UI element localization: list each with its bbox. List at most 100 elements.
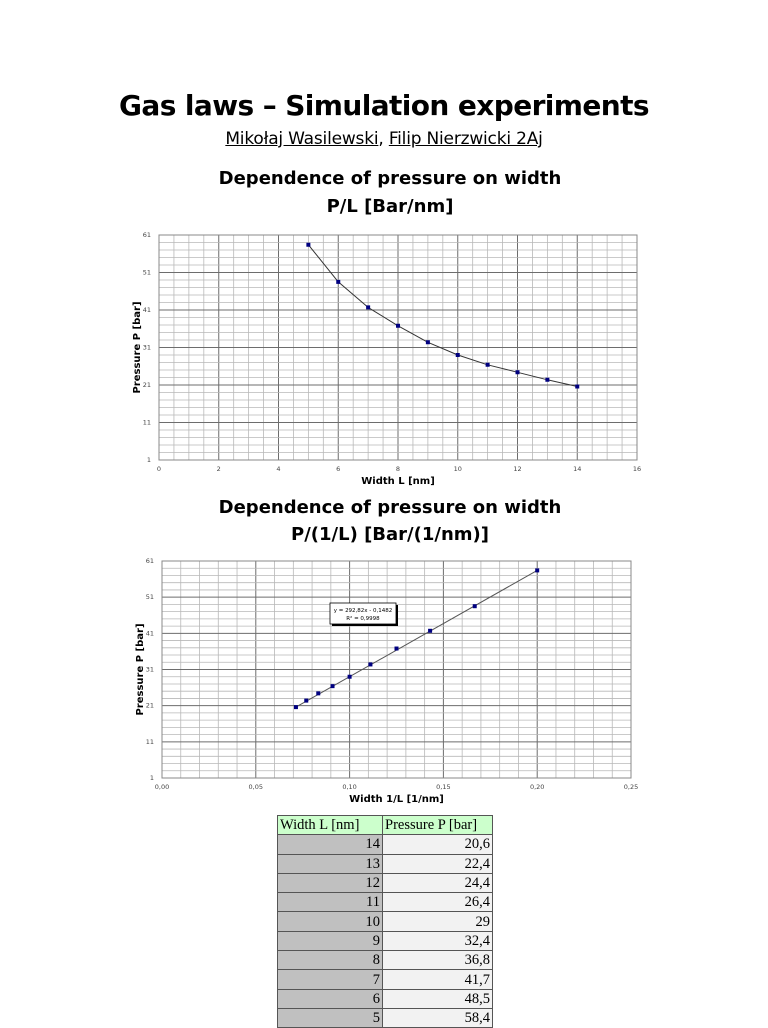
x-tick-label: 12 (513, 465, 521, 473)
table-header-row: Width L [nm] Pressure P [bar] (277, 814, 493, 836)
y-tick-label: 1 (147, 456, 151, 464)
x-tick-label: 8 (396, 465, 400, 473)
document-title: Gas laws – Simulation experiments (119, 89, 650, 122)
table-row: 6 48,5 (277, 988, 493, 1009)
x-tick-label: 0,05 (249, 783, 263, 791)
y-tick-label: 51 (146, 593, 154, 601)
table-row: 10 29 (277, 911, 493, 932)
cell-pressure: 58,4 (382, 1007, 493, 1028)
table-row: 12 24,4 (277, 872, 493, 894)
cell-width: 6 (277, 988, 383, 1009)
y-tick-label: 31 (146, 666, 154, 674)
x-tick-label: 2 (217, 465, 221, 473)
cell-pressure: 26,4 (382, 892, 493, 913)
x-tick-label: 0,10 (342, 783, 356, 791)
data-point (455, 353, 460, 357)
table-row: 9 32,4 (277, 930, 493, 952)
x-tick-label: 16 (633, 465, 641, 473)
cell-width: 14 (277, 834, 383, 855)
cell-width: 9 (277, 930, 383, 952)
cell-pressure: 48,5 (382, 988, 493, 1009)
y-axis-label: Pressure P [bar] (132, 301, 143, 393)
chart1-subtitle: P/L [Bar/nm] (326, 196, 454, 217)
data-point (366, 305, 371, 310)
cell-width: 10 (277, 911, 383, 932)
y-tick-label: 31 (143, 344, 151, 352)
cell-width: 8 (277, 950, 383, 971)
y-tick-label: 1 (150, 774, 154, 782)
y-tick-label: 21 (146, 702, 154, 710)
cell-width: 5 (277, 1007, 383, 1028)
column-header-pressure: Pressure P [bar] (382, 814, 493, 836)
cell-pressure: 29 (382, 911, 493, 932)
x-tick-label: 0,15 (436, 783, 450, 791)
cell-width: 11 (277, 892, 383, 913)
data-point (472, 604, 477, 609)
table-row: 11 26,4 (277, 892, 493, 913)
cell-pressure: 22,4 (382, 853, 493, 874)
author-link-1[interactable]: Mikołaj Wasilewski (225, 129, 379, 149)
data-point (535, 568, 540, 573)
cell-width: 7 (277, 969, 383, 990)
grid (161, 560, 632, 779)
trendline-equation: y = 292,82x - 0,1482 (334, 608, 393, 614)
column-header-width: Width L [nm] (277, 814, 383, 836)
x-tick-label: 0,00 (155, 783, 169, 791)
y-tick-label: 21 (143, 381, 151, 389)
data-point (396, 323, 400, 328)
table-row: 13 22,4 (277, 853, 493, 874)
data-point (330, 684, 335, 689)
x-tick-label: 0 (157, 465, 161, 473)
data-point (428, 628, 433, 633)
data-point (545, 377, 550, 382)
authors-line: Mikołaj Wasilewski, Filip Nierzwicki 2Aj (0, 127, 768, 151)
data-point (575, 384, 580, 389)
chart2-pressure-vs-inverse-width: 0,00 0,05 0,10 0,15 0,20 0,251112131415161Wid… (135, 557, 638, 805)
cell-pressure: 24,4 (382, 872, 493, 894)
x-tick-label: 0,20 (530, 783, 544, 791)
data-table: Width L [nm] Pressure P [bar] 14 20,6 13 22… (277, 814, 493, 1028)
data-point (394, 646, 399, 651)
r-squared: R² = 0,9998 (346, 615, 380, 622)
y-tick-label: 11 (143, 419, 151, 427)
cell-pressure: 36,8 (382, 950, 493, 971)
data-point (425, 340, 430, 345)
data-point (336, 279, 341, 284)
trendline (295, 569, 538, 708)
y-axis-label: Pressure P [bar] (135, 623, 146, 715)
x-tick-label: 0,25 (624, 783, 638, 791)
data-point (485, 362, 490, 367)
data-point (347, 674, 352, 679)
data-point (304, 698, 309, 703)
y-tick-label: 11 (146, 738, 154, 746)
y-tick-label: 51 (143, 269, 151, 277)
y-tick-label: 61 (143, 231, 151, 239)
cell-pressure: 20,6 (382, 834, 493, 855)
trendline (308, 244, 578, 387)
cell-width: 13 (277, 853, 383, 874)
data-point (515, 370, 520, 375)
data-point (306, 242, 311, 247)
chart2-title: Dependence of pressure on width (218, 497, 562, 518)
x-axis-label: Width L [nm] (361, 476, 435, 487)
y-tick-label: 41 (143, 306, 151, 314)
x-tick-label: 10 (454, 465, 462, 473)
cell-pressure: 41,7 (382, 969, 493, 990)
x-tick-label: 4 (276, 465, 280, 473)
grid (158, 234, 638, 461)
data-point (316, 691, 321, 696)
chart2-subtitle: P/(1/L) [Bar/(1/nm)] (291, 524, 489, 545)
table-row: 8 36,8 (277, 950, 493, 971)
table-row: 14 20,6 (277, 834, 493, 855)
cell-width: 12 (277, 872, 383, 894)
x-tick-label: 14 (573, 465, 581, 473)
table-body: 14 20,6 13 22,4 12 24,4 11 26,4 10 29 9 32,4 8 36,8 7 4… (277, 834, 493, 1028)
y-tick-label: 61 (146, 557, 154, 565)
author-separator: , (378, 129, 389, 149)
data-point (293, 705, 298, 710)
author-link-2[interactable]: Filip Nierzwicki 2Aj (388, 129, 543, 149)
x-tick-label: 6 (336, 465, 340, 473)
table-row: 5 58,4 (277, 1007, 493, 1028)
